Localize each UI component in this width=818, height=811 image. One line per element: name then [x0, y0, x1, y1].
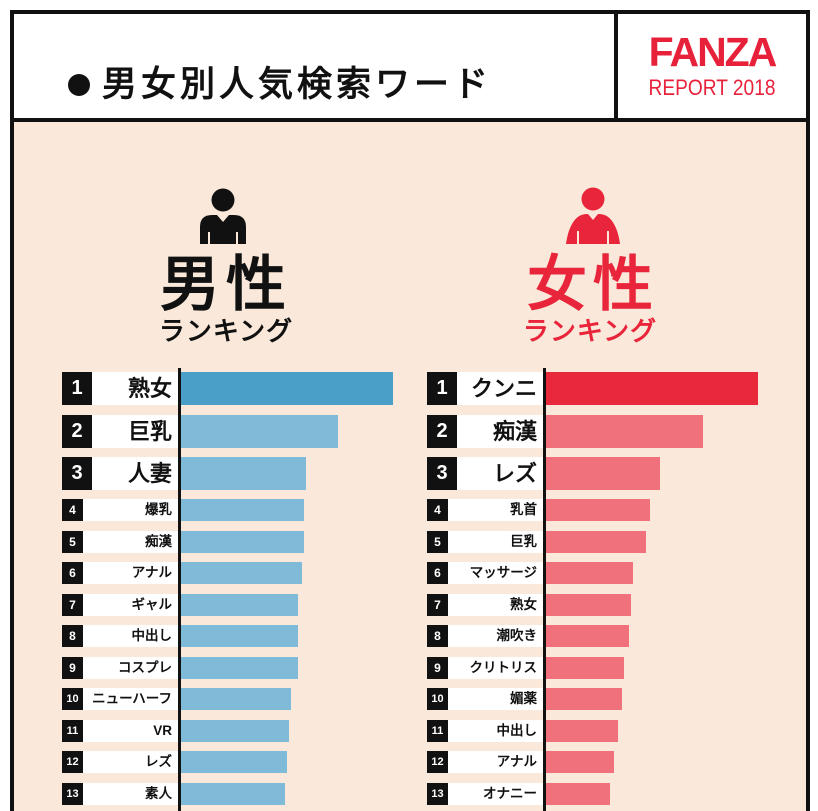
bar-rank-5 [546, 530, 646, 553]
bar-rank-4 [181, 499, 304, 521]
rank-badge-1: 1 [427, 372, 457, 405]
category-label-3: レズ [457, 457, 543, 490]
bar-rank-6 [546, 562, 633, 585]
rank-badge-2: 2 [427, 414, 457, 448]
category-label-8: 中出し [83, 625, 178, 648]
category-label-10: ニューハーフ [83, 688, 178, 711]
rank-badge-7: 7 [427, 593, 448, 616]
rank-badge-3: 3 [62, 457, 92, 490]
category-label-6: マッサージ [448, 562, 543, 585]
bar-rank-11 [181, 719, 290, 742]
category-label-11: VR [83, 719, 178, 742]
category-label-13: オナニー [448, 783, 543, 806]
rank-badge-12: 12 [62, 751, 83, 774]
female-heading: 女性 [527, 251, 659, 318]
rank-badge-1: 1 [62, 372, 92, 405]
category-label-2: 巨乳 [92, 414, 178, 448]
bar-rank-7 [181, 593, 298, 616]
rank-badge-7: 7 [62, 593, 83, 616]
logo-brand: FANZA [648, 29, 778, 75]
header-divider [614, 14, 618, 118]
male-person-icon [200, 188, 246, 244]
bar-rank-12 [181, 751, 287, 774]
rank-badge-13: 13 [62, 783, 83, 806]
rank-badge-8: 8 [62, 625, 83, 648]
bar-rank-6 [181, 562, 302, 585]
rank-badge-6: 6 [62, 562, 83, 585]
rank-badge-5: 5 [62, 530, 83, 553]
rank-badge-11: 11 [62, 719, 83, 742]
title-group: 男女別人気検索ワード [68, 63, 492, 107]
male-ranking-panel: 男性 ランキング 1 熟女 2 巨乳 3 人妻 4 爆乳 5 痴漢 6 アナル 7 ギャル 8 中出し 9 コスプ… [62, 180, 402, 811]
rank-badge-10: 10 [427, 688, 448, 711]
category-label-9: クリトリス [448, 656, 543, 679]
bar-rank-10 [546, 688, 623, 711]
bar-rank-8 [546, 625, 629, 648]
rank-badge-9: 9 [62, 656, 83, 679]
bar-rank-3 [546, 457, 661, 490]
rank-badge-4: 4 [427, 499, 448, 521]
category-label-7: ギャル [83, 593, 178, 616]
bar-rank-12 [546, 751, 614, 774]
page-title: 男女別人気検索ワード [102, 65, 493, 104]
male-heading: 男性 [160, 251, 292, 318]
bar-rank-13 [546, 783, 610, 806]
header-bar: 男女別人気検索ワード [14, 14, 806, 122]
rank-badge-6: 6 [427, 562, 448, 585]
bar-rank-2 [181, 414, 338, 448]
bar-rank-11 [546, 719, 619, 742]
category-label-7: 熟女 [448, 593, 543, 616]
bar-rank-4 [546, 499, 650, 521]
female-person-icon [566, 187, 620, 244]
bar-rank-7 [546, 593, 631, 616]
category-label-6: アナル [83, 562, 178, 585]
category-label-4: 乳首 [448, 499, 543, 521]
female-subheading: ランキング [522, 316, 658, 346]
bar-rank-9 [181, 656, 298, 679]
rank-badge-4: 4 [62, 499, 83, 521]
logo-subtitle: REPORT 2018 [648, 75, 776, 100]
bar-rank-10 [181, 688, 292, 711]
category-label-1: 熟女 [92, 372, 178, 405]
category-label-13: 素人 [83, 783, 178, 806]
male-subheading: ランキング [158, 316, 294, 346]
axis-line [178, 368, 181, 811]
category-label-12: レズ [83, 751, 178, 774]
rank-badge-12: 12 [427, 751, 448, 774]
female-ranking-chart: 1 クンニ 2 痴漢 3 レズ 4 乳首 5 巨乳 6 マッサージ 7 熟女 8 潮吹き 9 クリトリス 10 媚薬 1… [427, 368, 767, 811]
rank-badge-13: 13 [427, 783, 448, 806]
fanza-report-logo: FANZA REPORT 2018 [618, 14, 806, 118]
bar-rank-1 [181, 372, 393, 405]
rank-badge-11: 11 [427, 719, 448, 742]
category-label-8: 潮吹き [448, 625, 543, 648]
rank-badge-10: 10 [62, 688, 83, 711]
category-label-5: 痴漢 [83, 530, 178, 553]
bar-rank-8 [181, 625, 298, 648]
rank-badge-5: 5 [427, 530, 448, 553]
male-ranking-chart: 1 熟女 2 巨乳 3 人妻 4 爆乳 5 痴漢 6 アナル 7 ギャル 8 中出し 9 コスプレ 10 ニューハーフ… [62, 368, 402, 811]
bar-rank-9 [546, 656, 625, 679]
category-label-11: 中出し [448, 719, 543, 742]
category-label-3: 人妻 [92, 457, 178, 490]
bar-rank-3 [181, 457, 307, 490]
category-label-12: アナル [448, 751, 543, 774]
rank-badge-9: 9 [427, 656, 448, 679]
bar-rank-5 [181, 530, 304, 553]
bullet-icon [68, 74, 90, 96]
category-label-5: 巨乳 [448, 530, 543, 553]
female-ranking-panel: 女性 ランキング 1 クンニ 2 痴漢 3 レズ 4 乳首 5 巨乳 6 マッサージ 7 熟女 8 潮吹き 9 ク… [427, 180, 767, 811]
rank-badge-8: 8 [427, 625, 448, 648]
category-label-10: 媚薬 [448, 688, 543, 711]
category-label-9: コスプレ [83, 656, 178, 679]
rank-badge-2: 2 [62, 414, 92, 448]
category-label-4: 爆乳 [83, 499, 178, 521]
bar-rank-13 [181, 783, 285, 806]
category-label-2: 痴漢 [457, 414, 543, 448]
bar-rank-2 [546, 414, 703, 448]
rank-badge-3: 3 [427, 457, 457, 490]
category-label-1: クンニ [457, 372, 543, 405]
axis-line [543, 368, 546, 811]
bar-rank-1 [546, 372, 758, 405]
